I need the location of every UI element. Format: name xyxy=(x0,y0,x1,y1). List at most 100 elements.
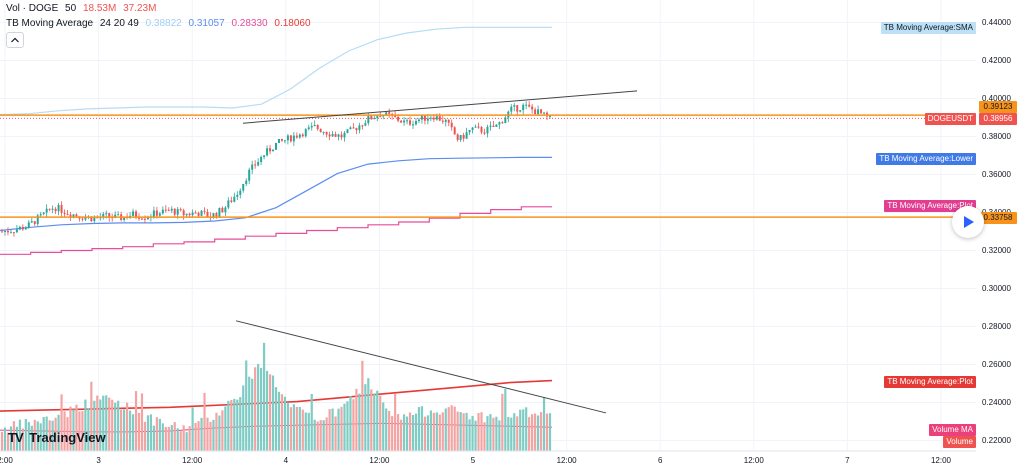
candle-body xyxy=(447,119,450,123)
y-tick-label: 0.26000 xyxy=(982,359,1011,369)
candle-body xyxy=(51,208,54,210)
candle-body xyxy=(63,212,66,214)
volume-bar xyxy=(289,407,292,451)
volume-bar xyxy=(343,403,346,451)
candle-body xyxy=(6,231,9,233)
candle-body xyxy=(331,133,334,137)
volume-bar xyxy=(397,414,400,451)
ma-legend-value-1: 0.38822 xyxy=(145,18,182,29)
y-tick-label: 0.42000 xyxy=(982,55,1011,65)
candle-body xyxy=(528,104,531,107)
candle-body xyxy=(474,126,477,128)
volume-bar xyxy=(227,400,230,451)
candle-body xyxy=(257,162,260,166)
volume-bar xyxy=(191,407,194,451)
candle-body xyxy=(376,116,379,119)
volume-bar xyxy=(93,400,96,451)
collapse-legend-button[interactable] xyxy=(6,32,24,48)
volume-bar xyxy=(45,416,48,451)
tradingview-logo-text: TradingView xyxy=(29,430,106,445)
candle-body xyxy=(66,213,69,215)
volume-bar xyxy=(131,414,135,451)
candle-body xyxy=(251,164,254,170)
volume-bar xyxy=(355,388,358,451)
y-tick-label: 0.24000 xyxy=(982,397,1011,407)
upper-line-price-tag: 0.39123 xyxy=(979,101,1017,113)
volume-bar xyxy=(117,400,120,451)
candle-body xyxy=(525,104,528,106)
candle-body xyxy=(117,214,120,216)
ma-legend[interactable]: TB Moving Average 24 20 49 0.38822 0.310… xyxy=(6,18,315,29)
play-icon xyxy=(964,216,974,228)
volume-bar xyxy=(96,395,99,451)
volume-legend[interactable]: Vol · DOGE 50 18.53M 37.23M xyxy=(6,3,160,14)
volume-bar xyxy=(349,396,352,451)
trend-lines[interactable] xyxy=(235,90,638,414)
candle-body xyxy=(42,212,45,215)
candle-body xyxy=(316,125,319,130)
volume-bar xyxy=(3,427,7,451)
candle-body xyxy=(438,116,441,121)
candle-body xyxy=(334,133,337,137)
ma-legend-params: 24 20 49 xyxy=(99,18,139,29)
volume-bar xyxy=(167,426,170,451)
candle-body xyxy=(84,217,87,220)
candle-body xyxy=(48,208,51,210)
lower-line-price-tag: 0.33758 xyxy=(979,212,1017,224)
tradingview-logo[interactable]: TV TradingView xyxy=(8,430,106,445)
volume-bar xyxy=(516,416,519,451)
volume-bar xyxy=(134,391,138,451)
candle-body xyxy=(459,135,462,140)
candle-body xyxy=(289,135,292,142)
volume-bar xyxy=(254,367,257,451)
volume-bar xyxy=(450,405,453,451)
volume-bar xyxy=(87,408,90,451)
candle-body xyxy=(501,122,504,124)
volume-bar xyxy=(143,421,147,451)
candle-body xyxy=(24,227,27,230)
candle-body xyxy=(355,128,358,131)
volume-bar xyxy=(42,416,45,451)
candle-body xyxy=(15,229,18,233)
volume-bar xyxy=(102,395,105,451)
x-tick-label: 7 xyxy=(845,456,850,465)
volume-bar xyxy=(313,419,316,451)
volume-bar xyxy=(373,393,376,451)
volume-bar xyxy=(325,417,328,451)
candle-body xyxy=(236,194,239,197)
volume-bar xyxy=(66,417,69,451)
volume-bar xyxy=(81,411,84,451)
candle-body xyxy=(206,211,209,217)
candle-body xyxy=(36,215,39,225)
candle-body xyxy=(9,232,12,234)
scroll-to-realtime-button[interactable] xyxy=(952,206,984,238)
volume-bar xyxy=(185,432,188,451)
candle-body xyxy=(304,129,307,137)
candle-body xyxy=(1,231,3,233)
candle-body xyxy=(170,208,173,211)
volume-bar xyxy=(242,385,245,451)
candle-body xyxy=(72,214,75,218)
volume-bar xyxy=(519,409,522,451)
candle-body xyxy=(543,112,546,114)
candle-body xyxy=(140,218,143,220)
volume-bar xyxy=(123,409,126,451)
volume-legend-value-1: 18.53M xyxy=(82,3,117,14)
volume-ma-axis-label: Volume MA xyxy=(929,424,976,436)
candle-body xyxy=(504,117,507,124)
ma-legend-value-2: 0.31057 xyxy=(188,18,225,29)
volume-bar xyxy=(78,411,81,451)
candle-body xyxy=(352,127,355,129)
horizontal-lines xyxy=(0,114,976,218)
candle-body xyxy=(233,196,236,202)
candle-body xyxy=(456,134,459,140)
candle-body xyxy=(135,211,138,217)
candle-body xyxy=(403,120,406,123)
candle-body xyxy=(33,221,36,225)
volume-bar xyxy=(152,425,155,451)
volume-bar xyxy=(274,387,278,451)
candle-body xyxy=(489,125,492,127)
volume-bar xyxy=(12,421,16,451)
volume-bar xyxy=(179,431,182,451)
